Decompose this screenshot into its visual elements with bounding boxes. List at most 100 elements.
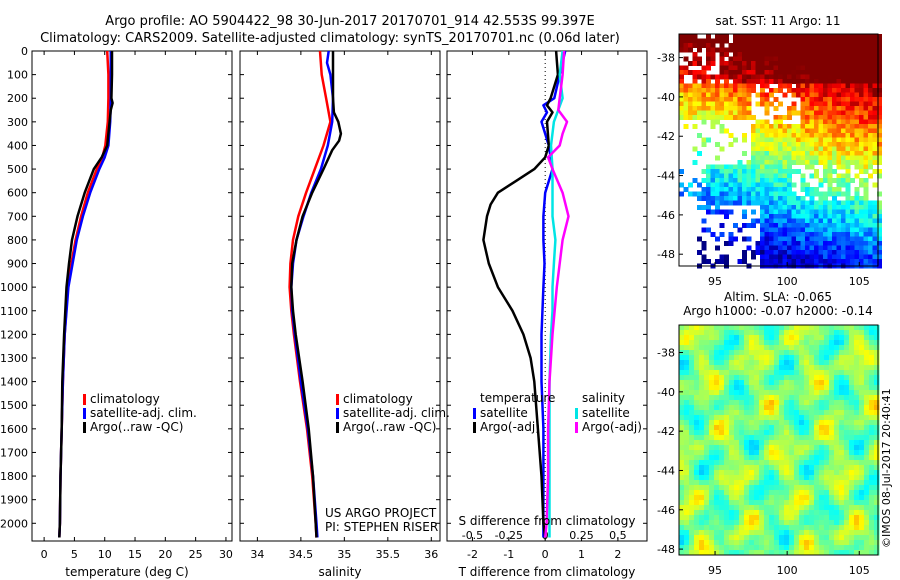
sst-cell (782, 92, 788, 98)
sla-cell (734, 520, 740, 526)
sla-cell (694, 510, 700, 516)
sla-cell (774, 540, 780, 546)
sst-cell (778, 250, 783, 255)
sla-cell (759, 550, 765, 556)
sst-cell (764, 250, 770, 255)
sla-cell (819, 495, 825, 501)
sla-cell (704, 345, 710, 351)
sla-cell (809, 455, 815, 461)
sst-cell (764, 196, 770, 201)
sst-cell (800, 236, 806, 242)
sst-cell (710, 182, 716, 188)
sst-cell (760, 227, 765, 233)
sla-cell (859, 390, 865, 396)
sst-cell (773, 106, 779, 111)
sla-cell (859, 505, 865, 511)
sla-cell (794, 325, 800, 331)
sst-cell (782, 137, 788, 143)
sst-cell (809, 70, 815, 75)
sst-cell (809, 92, 815, 98)
sst-cell (850, 137, 855, 143)
sla-cell (829, 520, 835, 526)
sla-cell (764, 405, 770, 411)
sla-cell (759, 455, 765, 461)
sla-cell (784, 545, 790, 551)
sst-cell (805, 164, 810, 170)
sst-cell (755, 178, 761, 183)
sst-cell (841, 101, 846, 107)
sla-cell (709, 400, 715, 406)
sst-cell (845, 250, 851, 255)
sst-cell (854, 250, 860, 255)
sla-cell (749, 345, 755, 351)
sla-cell (704, 370, 710, 376)
sst-cell (859, 92, 864, 98)
sst-cell (805, 119, 810, 125)
sst-cell (859, 83, 864, 89)
sst-cell (859, 70, 864, 75)
sst-cell (701, 254, 707, 260)
s-tick-label: 0.25 (569, 529, 594, 542)
sla-cell (729, 485, 735, 491)
sla-cell (719, 420, 725, 426)
sst-cell (769, 74, 774, 80)
sst-cell (710, 200, 716, 206)
sla-cell (794, 455, 800, 461)
sst-cell (863, 38, 869, 44)
sst-cell (850, 236, 855, 242)
sst-cell (697, 236, 702, 242)
sst-cell (787, 200, 792, 206)
sla-cell (704, 460, 710, 466)
sla-cell (814, 545, 820, 551)
sst-cell (764, 218, 770, 224)
sla-cell (794, 480, 800, 486)
sla-cell (739, 490, 745, 496)
sst-cell (737, 70, 743, 75)
sla-cell (724, 390, 730, 396)
sst-cell (872, 124, 878, 129)
sla-cell (874, 330, 880, 336)
sst-cell (877, 232, 882, 237)
sla-cell (869, 425, 875, 431)
sla-cell (834, 340, 840, 346)
sla-cell (744, 410, 750, 416)
sst-cell (805, 115, 810, 120)
sst-cell (877, 65, 882, 71)
sla-cell (809, 545, 815, 551)
sla-cell (854, 440, 860, 446)
sst-cell (683, 47, 689, 53)
sst-cell (805, 52, 810, 57)
sst-cell (863, 254, 869, 260)
sst-cell (832, 169, 837, 174)
sla-cell (754, 480, 760, 486)
sst-cell (778, 164, 783, 170)
sla-cell (694, 395, 700, 401)
sla-cell (839, 495, 845, 501)
sst-cell (742, 182, 747, 188)
sla-cell (774, 365, 780, 371)
sst-cell (863, 92, 869, 98)
sst-cell (809, 61, 815, 66)
sla-cell (844, 460, 850, 466)
sla-cell (754, 340, 760, 346)
sla-cell (694, 495, 700, 501)
sst-cell (701, 88, 707, 93)
sla-cell (759, 410, 765, 416)
sla-cell (714, 510, 720, 516)
sst-cell (854, 38, 860, 44)
sst-cell (827, 187, 833, 192)
sla-cell (824, 470, 830, 476)
sst-cell (791, 191, 797, 197)
sst-cell (692, 70, 698, 75)
sla-cell (714, 490, 720, 496)
sla-cell (789, 410, 795, 416)
sst-cell (764, 209, 770, 215)
sla-cell (834, 390, 840, 396)
sst-cell (782, 142, 788, 147)
sla-cell (734, 410, 740, 416)
sla-cell (774, 465, 780, 471)
sla-cell (869, 430, 875, 436)
sla-cell (779, 355, 785, 361)
sla-cell (714, 505, 720, 511)
sla-cell (719, 455, 725, 461)
